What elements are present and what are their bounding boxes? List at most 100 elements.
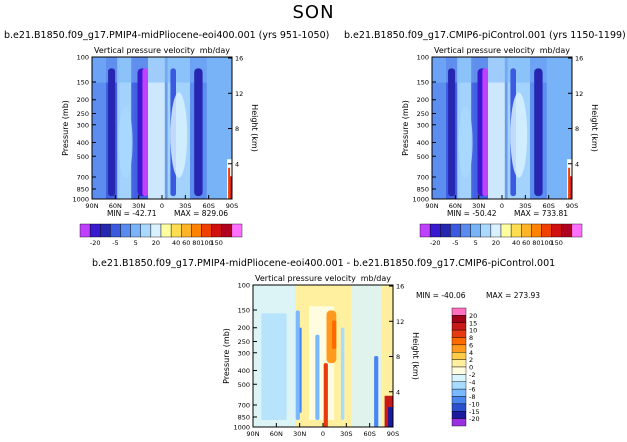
y-axis-label-2: Pressure (mb) — [222, 328, 231, 384]
colorbar-label-0: -20 — [90, 239, 101, 247]
colorbar-label-diff: 4 — [469, 349, 473, 357]
colorbar-box-1 — [480, 223, 492, 238]
x-tick-label-1: 0 — [500, 202, 504, 210]
colorbar-box-1 — [541, 223, 552, 238]
units-label-0: mb/day — [200, 46, 231, 55]
y2-axis-label-2: Height (km) — [411, 332, 420, 380]
colorbar-box-0 — [191, 223, 202, 238]
x-tick-label-1: 90S — [566, 202, 578, 210]
x-tick-label-2: 90N — [246, 430, 259, 438]
colorbar-box-diff — [451, 352, 467, 360]
colorbar-label-0: 150 — [210, 239, 222, 247]
colorbar-box-1 — [440, 223, 451, 238]
colorbar-label-1: 60 — [522, 239, 530, 247]
colorbar-box-0 — [150, 223, 162, 238]
x-tick-label-2: 60S — [363, 430, 375, 438]
y-tick-label-1: 850 — [417, 185, 429, 193]
colorbar-box-diff — [451, 418, 467, 427]
colorbar-box-0 — [120, 223, 131, 238]
y-tick-label-1: 700 — [417, 174, 429, 182]
colorbar-label-diff: -10 — [469, 400, 480, 408]
colorbar-label-1: -20 — [430, 239, 441, 247]
colorbar-label-diff: 0 — [469, 364, 473, 372]
y-tick-label-2: 100 — [238, 282, 250, 290]
colorbar-box-0 — [211, 223, 222, 238]
colorbar-box-0 — [181, 223, 192, 238]
y-tick-label-1: 150 — [417, 79, 429, 87]
y-tick-label-1: 500 — [417, 153, 429, 161]
colorbar-label-0: 5 — [134, 239, 138, 247]
y-tick-label-1: 100 — [417, 54, 429, 62]
y2-tick-label-2: 16 — [396, 283, 404, 291]
y-tick-label-1: 250 — [417, 110, 429, 118]
colorbar-label-0: 60 — [182, 239, 190, 247]
x-tick-label-0: 0 — [160, 202, 164, 210]
y-tick-label-1: 300 — [417, 121, 429, 129]
colorbar-label-diff: -6 — [469, 386, 475, 394]
y2-axis-label-1: Height (km) — [590, 104, 599, 152]
colorbar-label-diff: -20 — [469, 415, 480, 423]
colorbar-box-diff — [451, 366, 467, 375]
colorbar-box-0 — [110, 223, 121, 238]
colorbar-label-1: 100 — [540, 239, 552, 247]
colorbar-box-0 — [160, 223, 172, 238]
y-tick-label-2: 700 — [238, 402, 250, 410]
x-tick-label-0: 30S — [179, 202, 191, 210]
x-tick-label-2: 90S — [387, 430, 399, 438]
y-tick-label-2: 500 — [238, 381, 250, 389]
colorbar-label-diff: -8 — [469, 393, 475, 401]
x-tick-label-0: 30N — [132, 202, 145, 210]
colorbar-box-0 — [170, 223, 182, 238]
y2-tick-label-0: 12 — [235, 90, 243, 98]
y-tick-label-2: 300 — [238, 349, 250, 357]
colorbar-box-0 — [100, 223, 111, 238]
colorbar-label-diff: 10 — [469, 327, 477, 335]
max-label-2: MAX = 273.93 — [486, 291, 540, 300]
y-tick-label-0: 250 — [77, 110, 89, 118]
y-axis-label-0: Pressure (mb) — [61, 100, 70, 156]
y2-tick-label-1: 4 — [575, 160, 579, 168]
colorbar-label-0: 20 — [152, 239, 160, 247]
x-tick-label-0: 90N — [85, 202, 98, 210]
y-tick-label-2: 1000 — [233, 424, 250, 432]
heatmap-field-1 — [432, 57, 572, 199]
y-tick-label-2: 150 — [238, 307, 250, 315]
colorbar-label-diff: 20 — [469, 312, 477, 320]
colorbar-box-0 — [221, 223, 233, 238]
x-tick-label-2: 30N — [293, 430, 306, 438]
colorbar-label-1: 80 — [532, 239, 540, 247]
figure-title: SON — [292, 2, 335, 23]
x-tick-label-1: 90N — [425, 202, 438, 210]
colorbar-label-0: 40 — [172, 239, 180, 247]
colorbar-label-diff: 8 — [469, 334, 473, 342]
colorbar-box-0 — [79, 223, 91, 238]
colorbar-box-diff — [451, 381, 467, 390]
y-tick-label-0: 500 — [77, 153, 89, 161]
y-tick-label-0: 200 — [77, 96, 89, 104]
y-tick-label-1: 400 — [417, 139, 429, 147]
y-tick-label-0: 700 — [77, 174, 89, 182]
colorbar-box-0 — [140, 223, 152, 238]
colorbar-box-diff — [451, 403, 467, 412]
heatmap-field-2 — [253, 285, 393, 427]
variable-label-1: Vertical pressure velocity — [434, 46, 535, 55]
panel-2-title: b.e21.B1850.f09_g17.CMIP6-piControl.001 … — [344, 30, 626, 41]
y-tick-label-0: 300 — [77, 121, 89, 129]
y-tick-label-2: 250 — [238, 338, 250, 346]
y-tick-label-2: 850 — [238, 413, 250, 421]
colorbar-label-1: 40 — [512, 239, 520, 247]
y-tick-label-2: 400 — [238, 367, 250, 375]
x-tick-label-1: 30N — [472, 202, 485, 210]
x-tick-label-1: 60S — [542, 202, 554, 210]
y2-tick-label-2: 8 — [396, 353, 400, 361]
x-tick-label-0: 60N — [109, 202, 122, 210]
y-tick-label-2: 200 — [238, 324, 250, 332]
min-label-0: MIN = -42.71 — [107, 209, 157, 218]
x-tick-label-2: 0 — [321, 430, 325, 438]
y-axis-label-1: Pressure (mb) — [401, 100, 410, 156]
y2-tick-label-2: 4 — [396, 388, 400, 396]
colorbar-box-0 — [231, 223, 243, 238]
y-tick-label-0: 1000 — [72, 196, 89, 204]
colorbar-label-diff: -4 — [469, 378, 475, 386]
colorbar-box-1 — [561, 223, 573, 238]
